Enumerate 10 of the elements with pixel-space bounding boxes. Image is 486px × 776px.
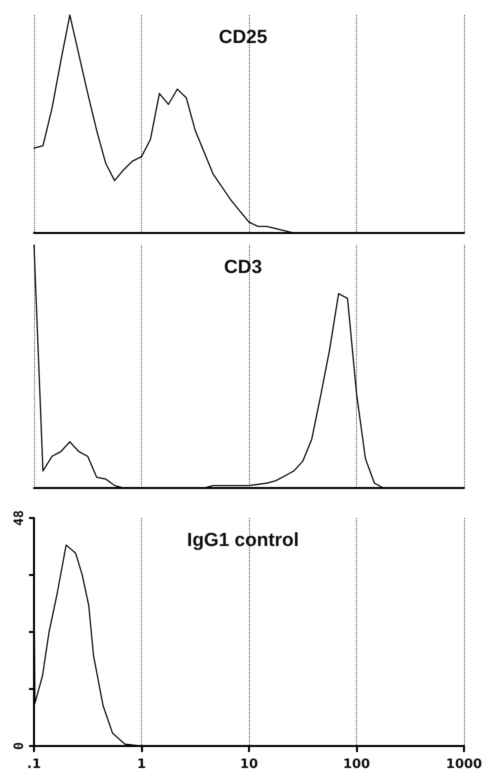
text: CD3 — [224, 257, 262, 278]
text: CD25 — [218, 27, 268, 48]
x-tick-label: .1 — [27, 757, 41, 772]
x-tick-label: 1000 — [446, 757, 482, 772]
x-tick-label: 100 — [342, 757, 370, 772]
y-tick-label: 0 — [12, 742, 27, 750]
y-tick-label: 48 — [12, 510, 27, 526]
x-tick-label: 1 — [136, 757, 146, 772]
text: IgG1 control — [187, 530, 299, 551]
x-tick-label: 10 — [240, 757, 258, 772]
